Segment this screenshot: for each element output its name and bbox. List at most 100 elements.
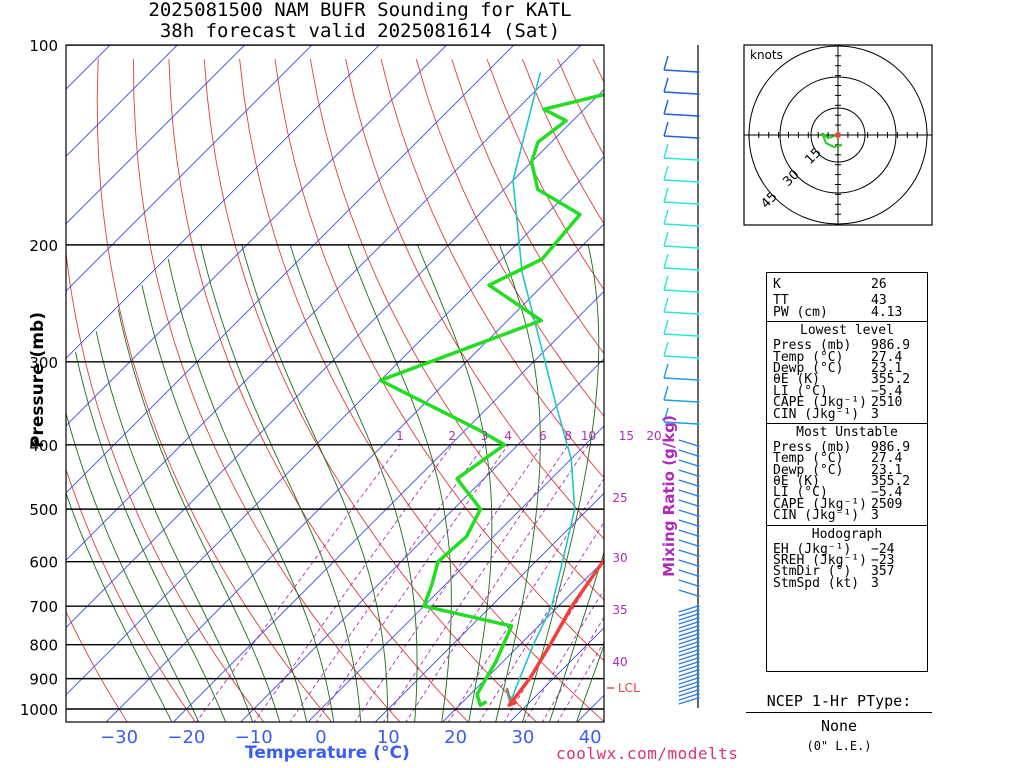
wind-barb-dot: [696, 524, 700, 528]
wind-barb-dot: [696, 158, 700, 162]
wind-barb: [678, 579, 699, 587]
lowest-level-value: 986.9: [871, 338, 911, 354]
mixing-ratio-line: [478, 521, 604, 722]
wind-barb-dot: [696, 628, 700, 632]
k-index-label: K: [773, 277, 781, 292]
wind-barb: [678, 693, 699, 701]
wind-barb: [678, 519, 699, 527]
most-unstable-value: 355.2: [871, 474, 911, 490]
lowest-level-row: CIN (Jkg⁻¹) 3: [767, 406, 927, 422]
most-unstable-value: 986.9: [871, 439, 911, 455]
wind-barb-dot: [696, 664, 700, 668]
lowest-level-rows: Press (mb) 986.9 Temp (°C) 27.4 Dewp (°C) 23.…: [767, 338, 927, 422]
hodograph-index-value: 3: [871, 575, 879, 591]
wind-barb: [678, 621, 699, 629]
pressure-tick-label: 700: [29, 598, 58, 616]
wind-barb: [663, 91, 699, 95]
lowest-level-value: −5.4: [871, 383, 903, 399]
wind-barb-dot: [696, 636, 700, 640]
hodograph-index-label: StmDir (°): [773, 564, 852, 580]
wind-barb: [678, 633, 699, 641]
most-unstable-label: CAPE (Jkg⁻¹): [773, 496, 867, 512]
pressure-tick-label: 600: [29, 554, 58, 572]
wind-barb-dot: [696, 672, 700, 676]
mixing-ratio-label: 1: [396, 429, 404, 443]
wind-barb: [663, 421, 699, 425]
wind-barb: [663, 333, 699, 337]
pw-row: PW (cm) 4.13: [767, 306, 927, 319]
hodograph-plot: [744, 45, 932, 225]
wind-barb-dot: [696, 632, 700, 636]
wind-barb-dot: [696, 544, 700, 548]
isotherm: [66, 45, 448, 427]
dewpoint-trace: [378, 92, 604, 707]
wind-barb: [678, 549, 699, 557]
x-axis-label: Temperature (°C): [245, 743, 410, 763]
moist-adiabat: [549, 550, 604, 722]
wind-barb-dot: [696, 624, 700, 628]
temperature-tick-label: 0: [315, 727, 326, 748]
most-unstable-row: CIN (Jkg⁻¹) 3: [767, 508, 927, 524]
pressure-tick-label: 1000: [20, 701, 58, 719]
isotherm: [509, 627, 604, 722]
dry-adiabat: [203, 59, 537, 722]
isotherm: [66, 45, 380, 359]
wind-barb-dot: [696, 494, 700, 498]
dry-adiabat: [66, 248, 265, 722]
temperature-tick-label: −20: [167, 727, 205, 748]
wind-barb: [678, 449, 699, 457]
wind-barb-dot: [696, 224, 700, 228]
wind-barb: [663, 311, 699, 315]
hodograph-index-row: StmSpd (kt) 3: [767, 575, 927, 591]
isotherm: [0, 20, 1, 760]
wind-barb: [663, 267, 699, 271]
lowest-level-label: Temp (°C): [773, 349, 844, 365]
lowest-level-row: Temp (°C) 27.4: [767, 349, 927, 365]
wind-barb-dot: [696, 696, 700, 700]
wind-barb-dot: [696, 680, 700, 684]
wind-barb-dot: [696, 648, 700, 652]
lowest-level-value: 27.4: [871, 349, 903, 365]
lowest-level-row: θE (K) 355.2: [767, 373, 927, 386]
mixing-ratio-line: [253, 444, 453, 722]
wind-barb-flag: [663, 363, 669, 379]
wind-barb: [678, 589, 699, 597]
lcl-label: LCL: [618, 681, 640, 695]
mixing-ratio-label: 20: [646, 429, 661, 443]
mixing-ratio-line: [557, 641, 604, 722]
wind-barb-dot: [696, 246, 700, 250]
wind-barb: [663, 399, 699, 403]
most-unstable-row: CAPE (Jkg⁻¹) 2509: [767, 496, 927, 512]
wind-barb-dot: [696, 504, 700, 508]
most-unstable-label: θE (K): [773, 474, 820, 490]
ptype-title: NCEP 1-Hr PType:: [746, 692, 932, 713]
mixing-ratio-label: 3: [481, 429, 489, 443]
most-unstable-label: Dewp (°C): [773, 462, 844, 478]
wind-barb-dot: [696, 612, 700, 616]
wind-barb-dot: [696, 692, 700, 696]
dry-adiabat: [66, 468, 196, 722]
lowest-level-row: Press (mb) 986.9: [767, 338, 927, 354]
mixing-ratio-line: [315, 444, 509, 722]
pressure-tick-label: 100: [29, 37, 58, 55]
wind-barb: [678, 677, 699, 685]
temperature-tick-label: 30: [511, 727, 534, 748]
wind-barb: [663, 289, 699, 293]
lowest-level-label: LI (°C): [773, 383, 828, 399]
pressure-tick-label: 900: [29, 671, 58, 689]
wind-barb: [663, 179, 699, 183]
wind-barb-dot: [696, 180, 700, 184]
wind-barb: [678, 685, 699, 693]
wind-barb-dot: [696, 564, 700, 568]
tt-index-row: TT 43: [767, 294, 927, 307]
wind-barb: [678, 559, 699, 567]
wind-barb-flag: [663, 143, 669, 159]
dry-adiabat: [451, 58, 604, 355]
wind-barb-dot: [696, 616, 700, 620]
lowest-level-value: 3: [871, 406, 879, 422]
wind-barb: [678, 499, 699, 507]
wind-barb: [663, 201, 699, 205]
wind-barb-dot: [696, 660, 700, 664]
most-unstable-value: 3: [871, 508, 879, 524]
